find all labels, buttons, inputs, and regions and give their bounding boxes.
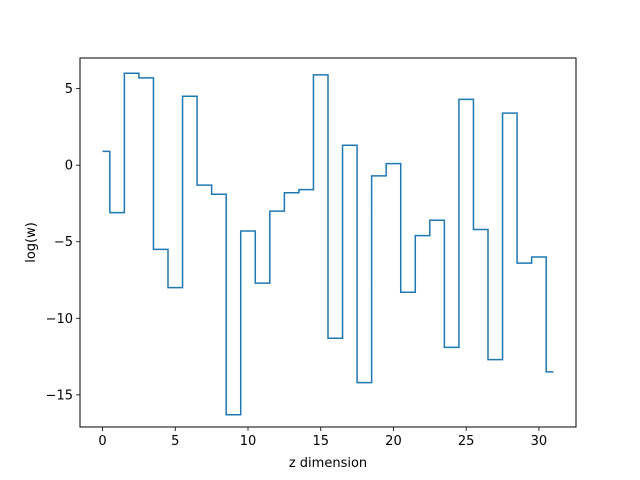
series-layer — [102, 72, 554, 416]
y-axis-ticks: 5 0 −5 −10 −15 — [46, 82, 80, 403]
x-axis-ticks: 0 5 10 15 20 25 30 — [98, 427, 547, 449]
x-axis-label: z dimension — [289, 456, 367, 471]
x-tick-label: 0 — [98, 434, 106, 449]
y-tick-label: −5 — [54, 235, 73, 250]
series-line-0 — [102, 72, 554, 416]
y-tick-label: 0 — [65, 159, 73, 174]
x-tick-label: 30 — [531, 434, 548, 449]
x-tick-label: 10 — [240, 434, 257, 449]
y-tick-label: −15 — [46, 388, 73, 403]
y-tick-label: −10 — [46, 312, 73, 327]
y-axis-label: log(w) — [24, 222, 39, 263]
y-tick-label: 5 — [65, 82, 73, 97]
x-tick-label: 25 — [458, 434, 475, 449]
x-tick-label: 15 — [312, 434, 329, 449]
plot-frame — [79, 57, 577, 428]
x-tick-label: 5 — [171, 434, 179, 449]
x-tick-label: 20 — [385, 434, 402, 449]
